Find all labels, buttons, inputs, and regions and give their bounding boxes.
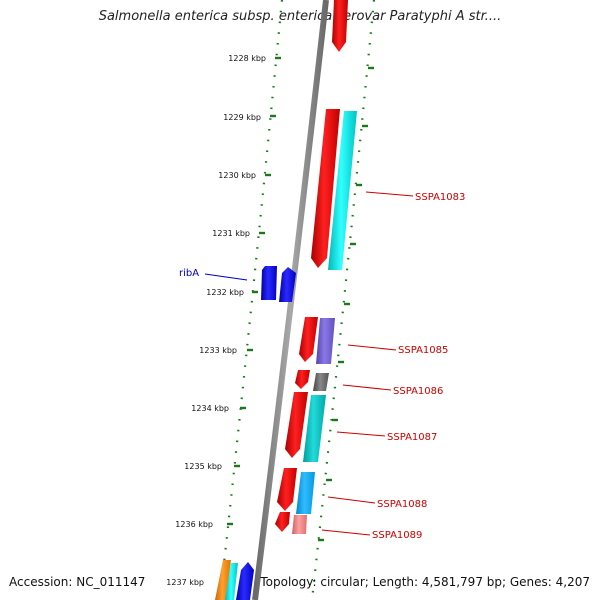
gene-label-sspa1083[interactable]: SSPA1083 xyxy=(415,192,465,203)
kbp-label: 1231 kbp xyxy=(212,229,250,238)
kbp-label: 1232 kbp xyxy=(206,288,244,297)
ruler-dotted-right xyxy=(310,0,376,600)
gene-arrow[interactable] xyxy=(295,370,310,389)
gene-arrow[interactable] xyxy=(316,318,335,364)
ruler-ticks-left xyxy=(220,56,281,584)
gene-label-sspa1087[interactable]: SSPA1087 xyxy=(387,432,437,443)
kbp-label: 1237 kbp xyxy=(166,578,204,587)
kbp-label: 1233 kbp xyxy=(199,346,237,355)
kbp-label: 1235 kbp xyxy=(184,462,222,471)
map-title: Salmonella enterica subsp. enterica sero… xyxy=(98,9,502,24)
gene-arrow[interactable] xyxy=(236,562,254,600)
gene-features[interactable] xyxy=(215,0,357,600)
gene-callouts xyxy=(204,191,414,536)
gene-label-sspa1085[interactable]: SSPA1085 xyxy=(398,345,448,356)
ruler-ticks-right xyxy=(318,66,374,542)
kbp-label: 1230 kbp xyxy=(218,171,256,180)
gene-arrow[interactable] xyxy=(275,512,290,532)
gene-arrow[interactable] xyxy=(303,395,326,462)
gene-arrow[interactable] xyxy=(279,267,296,302)
gene-labels[interactable]: ribA SSPA1083 SSPA1085 SSPA1086 SSPA1087… xyxy=(179,192,465,541)
gene-arrow[interactable] xyxy=(299,317,318,362)
gene-label-riba[interactable]: ribA xyxy=(179,268,199,279)
kbp-label: 1228 kbp xyxy=(228,54,266,63)
gene-label-sspa1086[interactable]: SSPA1086 xyxy=(393,386,443,397)
gene-label-sspa1089[interactable]: SSPA1089 xyxy=(372,530,422,541)
gene-arrow[interactable] xyxy=(285,392,308,458)
gene-arrow[interactable] xyxy=(225,563,238,600)
accession-text: Accession: NC_011147 xyxy=(9,575,146,589)
gene-arrow[interactable] xyxy=(296,472,315,514)
topology-text: Topology: circular; Length: 4,581,797 bp… xyxy=(260,575,590,589)
gene-arrow[interactable] xyxy=(328,111,357,270)
gene-arrow[interactable] xyxy=(277,468,297,511)
kbp-label: 1229 kbp xyxy=(223,113,261,122)
ruler-dotted-left xyxy=(218,0,284,600)
gene-arrow[interactable] xyxy=(313,373,329,391)
gene-arrow[interactable] xyxy=(311,109,340,268)
kbp-labels: 1228 kbp 1229 kbp 1230 kbp 1231 kbp 1232… xyxy=(166,54,266,587)
gene-arrow[interactable] xyxy=(332,0,348,52)
gene-arrow[interactable] xyxy=(261,266,277,300)
kbp-label: 1234 kbp xyxy=(191,404,229,413)
gene-arrow[interactable] xyxy=(292,515,307,534)
kbp-label: 1236 kbp xyxy=(175,520,213,529)
gene-label-sspa1088[interactable]: SSPA1088 xyxy=(377,499,427,510)
